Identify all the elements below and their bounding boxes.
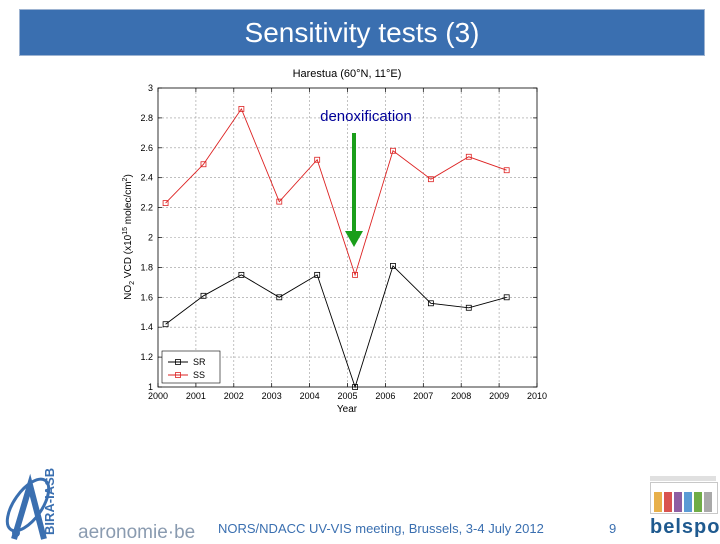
x-tick-label: 2003 [262, 391, 282, 401]
y-tick-label: 2.2 [140, 203, 153, 213]
data-point-sr [238, 271, 245, 278]
series-line-sr [165, 265, 507, 389]
data-point-ss [162, 200, 169, 207]
down-arrow-icon [345, 133, 363, 247]
x-tick-label: 2002 [224, 391, 244, 401]
footer-meeting-text: NORS/NDACC UV-VIS meeting, Brussels, 3-4… [218, 521, 544, 536]
page-number: 9 [609, 521, 617, 536]
data-point-ss [314, 156, 321, 163]
y-axis-label: NO2 VCD (x1015 molec/cm2) [122, 174, 136, 300]
belspo-header-strip [650, 476, 716, 481]
data-point-ss [390, 147, 396, 154]
y-tick-label: 1.8 [140, 262, 153, 272]
aeronomie-logo-text: aeronomie·be [78, 522, 196, 543]
legend-marker-sr [175, 359, 181, 365]
data-point-sr [465, 304, 472, 311]
y-tick-label: 2.6 [140, 143, 153, 153]
data-point-ss [427, 176, 434, 183]
data-point-sr [200, 292, 207, 299]
legend-label-ss: SS [193, 370, 205, 380]
data-point-sr [503, 294, 510, 301]
x-axis-label: Year [337, 404, 358, 415]
data-point-sr [314, 271, 321, 278]
y-tick-label: 3 [148, 83, 153, 93]
bira-logo-icon [5, 473, 51, 540]
data-point-ss [503, 167, 510, 174]
series-line-ss [165, 107, 507, 277]
data-point-ss [238, 106, 245, 112]
legend-label-sr: SR [193, 357, 206, 367]
chart-title: Harestua (60°N, 11°E) [293, 68, 402, 80]
data-point-ss [200, 161, 207, 168]
slide-title: Sensitivity tests (3) [244, 16, 480, 48]
legend-marker-ss [175, 372, 181, 378]
data-point-sr [352, 384, 358, 390]
y-tick-label: 2.4 [140, 173, 153, 183]
data-point-ss [352, 271, 358, 278]
belspo-color-bars [650, 482, 718, 514]
denoxification-annotation: denoxification [320, 108, 412, 125]
x-tick-label: 2008 [451, 391, 471, 401]
x-tick-label: 2005 [337, 391, 357, 401]
x-tick-label: 2007 [413, 391, 433, 401]
data-point-sr [390, 263, 396, 269]
x-tick-label: 2009 [489, 391, 509, 401]
y-tick-label: 2.8 [140, 113, 153, 123]
data-point-sr [427, 300, 434, 307]
chart-legend: SR SS [161, 350, 221, 384]
x-tick-label: 2004 [300, 391, 320, 401]
y-tick-label: 1 [148, 382, 153, 392]
slide-title-bar: Sensitivity tests (3) [19, 9, 705, 56]
belspo-logo-text: belspo [650, 516, 720, 538]
data-point-sr [162, 321, 169, 328]
data-point-sr [276, 294, 283, 301]
x-tick-label: 2001 [186, 391, 206, 401]
x-tick-label: 2000 [148, 391, 168, 401]
y-tick-label: 1.2 [140, 352, 153, 362]
x-tick-label: 2010 [527, 391, 547, 401]
y-tick-label: 2 [148, 233, 153, 243]
y-tick-label: 1.4 [140, 322, 153, 332]
y-tick-label: 1.6 [140, 292, 153, 302]
x-tick-label: 2006 [375, 391, 395, 401]
data-point-ss [276, 198, 283, 205]
data-point-ss [465, 153, 472, 160]
